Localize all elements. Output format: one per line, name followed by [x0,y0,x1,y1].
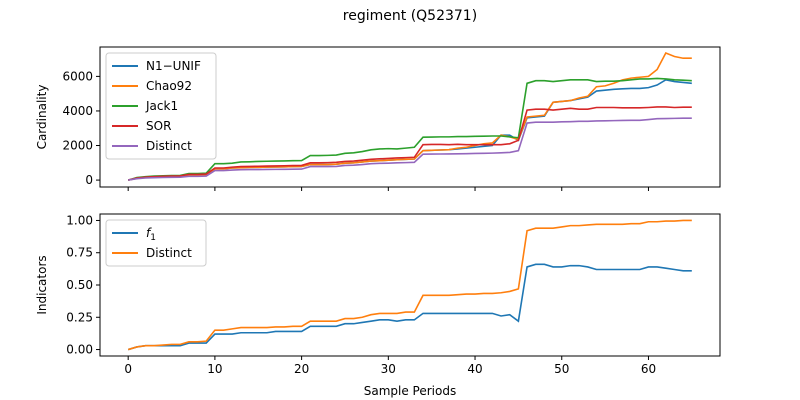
legend-entry: f1 [146,226,156,243]
series-line-chao92 [128,52,692,181]
series-line-jack1 [127,77,692,181]
y-tick-label: 0.75 [66,246,93,260]
legend-entry: SOR [146,119,171,133]
y-axis-label: Indicators [35,255,49,314]
y-axis-label: Cardinality [35,85,49,150]
panel-2: 0.00 0.25 0.50 0.75 1.00 0 10 20 30 40 50 60 Indicat… [35,213,721,376]
x-tick-label: 40 [467,362,482,376]
legend-entry: Distinct [146,139,192,153]
y-tick-label: 2000 [62,139,93,153]
series-line-f1 [127,263,692,351]
y-tick-label: 6000 [62,69,93,83]
x-tick-label: 20 [294,362,309,376]
x-tick-label: 0 [124,362,132,376]
x-tick-label: 50 [554,362,569,376]
legend-entry: Distinct [146,246,192,260]
series-line-distinct [127,219,692,351]
y-tick-label: 0.50 [66,278,93,292]
chart-title: regiment (Q52371) [343,8,477,24]
plot-frame [99,46,721,188]
y-tick-label: 0 [85,173,93,187]
x-tick-label: 10 [207,362,222,376]
legend [105,219,207,267]
y-tick-label: 0.00 [66,343,93,357]
x-tick-label: 60 [641,362,656,376]
legend-entry: N1−UNIF [146,59,201,73]
panel-1: 0 2000 4000 6000 Cardinality N1−UNIF Chao92 Jac… [35,46,721,191]
legend-entry: Chao92 [146,79,192,93]
x-tick-label: 30 [381,362,396,376]
y-tick-label: 1.00 [66,213,93,227]
y-tick-label: 4000 [62,104,93,118]
series-line-distinct [128,117,692,181]
legend [105,52,217,160]
series-line-sor [127,106,692,181]
y-tick-label: 0.25 [66,310,93,324]
x-axis-label: Sample Periods [364,384,456,398]
legend-entry: Jack1 [145,99,178,113]
